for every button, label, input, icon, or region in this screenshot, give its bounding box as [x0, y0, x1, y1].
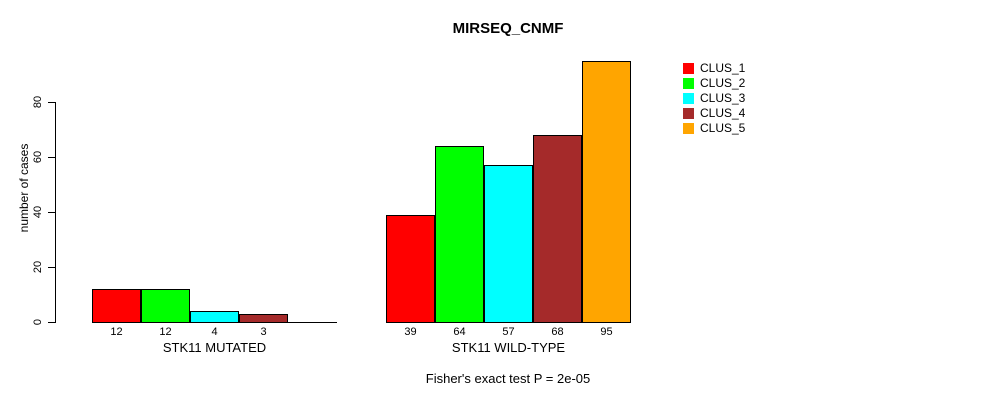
legend-swatch	[683, 108, 694, 119]
legend-item: CLUS_5	[683, 121, 745, 136]
y-axis-tick	[48, 157, 55, 158]
bar-value-label: 12	[110, 326, 123, 338]
bar	[190, 311, 239, 323]
bar-value-label: 95	[600, 326, 613, 338]
y-axis-tick	[48, 212, 55, 213]
y-axis-tick-label: 80	[32, 95, 44, 109]
bar	[484, 165, 533, 323]
y-axis-tick-label: 0	[32, 318, 44, 326]
legend-label: CLUS_1	[700, 61, 746, 75]
legend-swatch	[683, 63, 694, 74]
y-axis-tick	[48, 102, 55, 103]
bar-value-label: 3	[260, 326, 267, 338]
footer-caption: Fisher's exact test P = 2e-05	[425, 371, 591, 386]
y-axis-line	[55, 102, 56, 323]
bar-value-label: 68	[551, 326, 564, 338]
chart-title: MIRSEQ_CNMF	[452, 20, 564, 37]
legend-swatch	[683, 123, 694, 134]
legend-item: CLUS_3	[683, 91, 745, 106]
y-axis-tick	[48, 267, 55, 268]
legend-swatch	[683, 78, 694, 89]
bar-value-label: 64	[453, 326, 466, 338]
bar	[386, 215, 435, 323]
bar	[533, 135, 582, 323]
legend-swatch	[683, 93, 694, 104]
legend-item: CLUS_1	[683, 61, 745, 76]
legend: CLUS_1 CLUS_2 CLUS_3 CLUS_4 CLUS_5	[683, 61, 745, 136]
bar-value-label: 39	[404, 326, 417, 338]
y-axis-tick	[48, 322, 55, 323]
bar	[141, 289, 190, 323]
y-axis-tick-label: 40	[32, 205, 44, 219]
bar-value-label: 12	[159, 326, 172, 338]
y-axis-label: number of cases	[17, 143, 31, 233]
bar-value-label: 57	[502, 326, 515, 338]
legend-item: CLUS_4	[683, 106, 745, 121]
y-axis-tick-label: 60	[32, 150, 44, 164]
legend-label: CLUS_4	[700, 106, 746, 120]
legend-item: CLUS_2	[683, 76, 745, 91]
legend-label: CLUS_2	[700, 76, 746, 90]
bar	[435, 146, 484, 323]
bar-value-label: 4	[211, 326, 218, 338]
y-axis-tick-label: 20	[32, 260, 44, 274]
zero-bar-line	[288, 322, 337, 323]
legend-label: CLUS_3	[700, 91, 746, 105]
group-label: STK11 MUTATED	[162, 340, 267, 355]
bar	[239, 314, 288, 323]
legend-label: CLUS_5	[700, 121, 746, 135]
bar	[92, 289, 141, 323]
bar	[582, 61, 631, 323]
group-label: STK11 WILD-TYPE	[451, 340, 566, 355]
